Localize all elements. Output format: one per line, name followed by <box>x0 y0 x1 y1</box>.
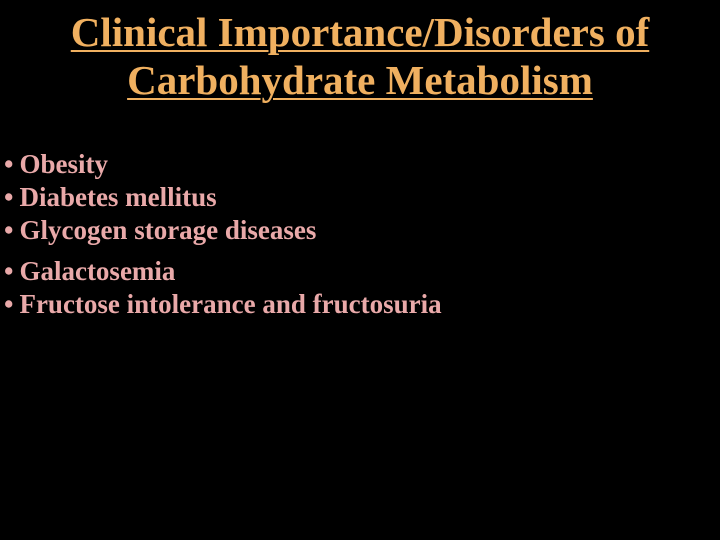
bullet-icon: • <box>2 255 19 288</box>
title-line-1: Clinical Importance/Disorders of <box>71 9 649 55</box>
slide-container: Clinical Importance/Disorders of Carbohy… <box>0 0 720 540</box>
list-item: • Obesity <box>2 148 702 181</box>
bullet-icon: • <box>2 214 19 247</box>
list-item: • Galactosemia <box>2 255 702 288</box>
bullet-icon: • <box>2 148 19 181</box>
bullet-list: • Obesity • Diabetes mellitus • Glycogen… <box>2 148 702 321</box>
bullet-text: Diabetes mellitus <box>19 181 216 214</box>
bullet-icon: • <box>2 288 19 321</box>
spacer <box>2 247 702 255</box>
list-item: • Glycogen storage diseases <box>2 214 702 247</box>
list-item: • Diabetes mellitus <box>2 181 702 214</box>
bullet-text: Obesity <box>19 148 108 181</box>
bullet-icon: • <box>2 181 19 214</box>
list-item: • Fructose intolerance and fructosuria <box>2 288 702 321</box>
slide-title: Clinical Importance/Disorders of Carbohy… <box>0 8 720 105</box>
bullet-text: Galactosemia <box>19 255 175 288</box>
bullet-text: Fructose intolerance and fructosuria <box>19 288 441 321</box>
title-line-2: Carbohydrate Metabolism <box>127 57 593 103</box>
bullet-text: Glycogen storage diseases <box>19 214 316 247</box>
